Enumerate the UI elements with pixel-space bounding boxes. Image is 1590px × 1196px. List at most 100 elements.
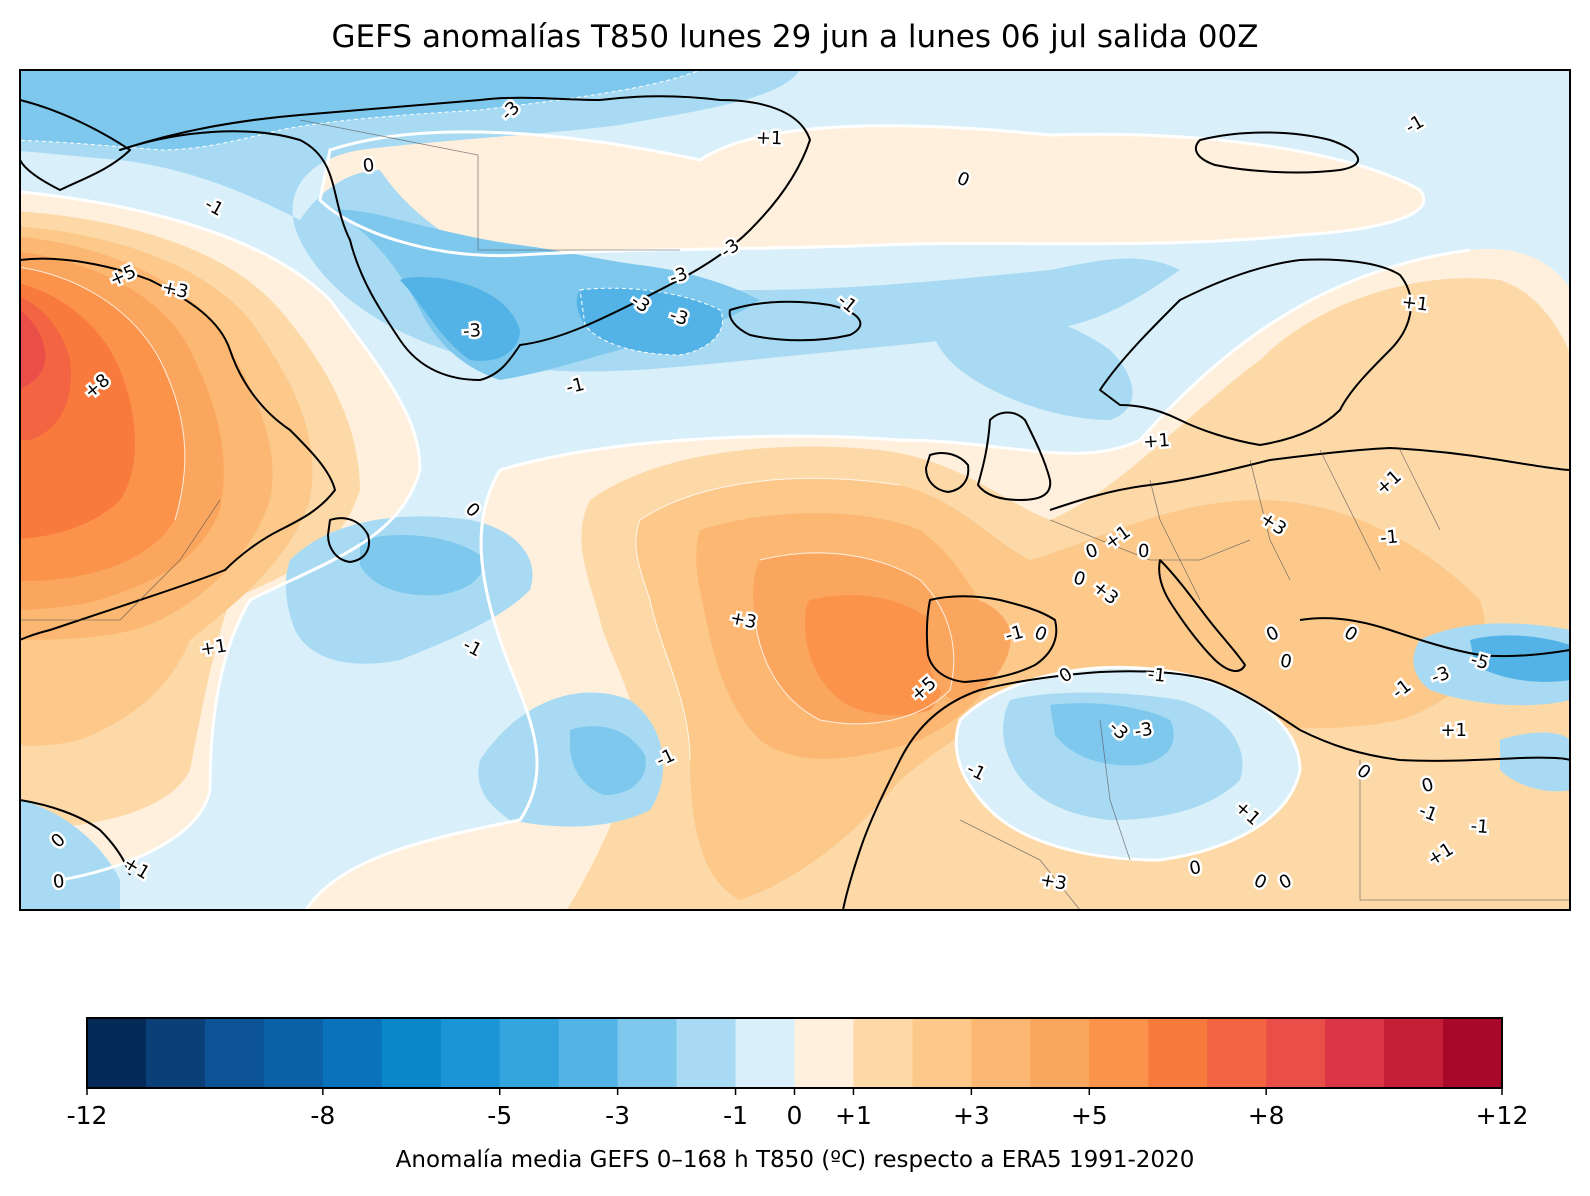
chart-title: GEFS anomalías T850 lunes 29 jun a lunes…	[332, 19, 1259, 55]
colorbar-bin	[440, 1018, 501, 1088]
cool-region-iceland-sea	[576, 288, 723, 355]
thin-contour-1	[635, 477, 901, 761]
cool-region-saharan-inner	[1050, 703, 1174, 766]
colorbar-tick-label: +5	[1071, 1101, 1108, 1130]
coast-iberia	[925, 595, 1058, 683]
contour-label: 0	[362, 155, 376, 177]
contour-label: -1	[1379, 526, 1399, 548]
border-europe-3	[1249, 459, 1291, 581]
contour-label: 0	[1138, 541, 1150, 562]
border-europe-2	[1149, 479, 1201, 601]
contour-label: -3	[463, 320, 482, 342]
border-greenland-west	[477, 155, 680, 251]
coast-italy	[1158, 559, 1246, 672]
colorbar-tick-label: +12	[1476, 1101, 1529, 1130]
colorbar-bin	[1030, 1018, 1090, 1088]
colorbar-tick-label: -3	[605, 1101, 630, 1130]
colorbar-bin	[263, 1018, 324, 1088]
contour-label: -3	[1133, 719, 1154, 743]
warm-region-5to6-east	[805, 595, 945, 716]
colorbar-bin	[145, 1018, 206, 1088]
colorbar-tick-label: -5	[487, 1101, 512, 1130]
zero-contour-sahara	[954, 666, 1302, 862]
contour-label: -1	[1147, 664, 1167, 687]
zero-contour-south	[304, 469, 539, 910]
colorbar-bin	[676, 1018, 737, 1088]
cool-region-southatlantic-core	[570, 726, 646, 795]
contour-label: +3	[728, 607, 758, 633]
coast-britain	[977, 411, 1052, 501]
border-europe-4	[1319, 449, 1381, 571]
dashed-contour-arctic	[20, 70, 701, 151]
contour-label: 0	[52, 871, 66, 893]
border-africa-1	[959, 819, 1081, 910]
border-northamerica	[20, 499, 221, 621]
colorbar-bin	[1384, 1018, 1444, 1088]
border-europe-5	[1399, 449, 1441, 531]
map-frame	[19, 69, 1571, 911]
colorbar-bin	[794, 1018, 854, 1088]
contour-label: +1	[199, 635, 229, 660]
zero-contour-north	[318, 124, 1426, 258]
border-africa-2	[1099, 719, 1131, 861]
colorbar-tick-label: +3	[953, 1101, 990, 1130]
colorbar-bin	[499, 1018, 560, 1088]
colorbar-caption: Anomalía media GEFS 0–168 h T850 (ºC) re…	[396, 1147, 1195, 1173]
cool-region-norwegian-sea	[931, 300, 1133, 420]
zero-contour-west	[20, 190, 422, 882]
dashed-contour-greenland	[579, 287, 724, 356]
coast-europe	[1049, 447, 1570, 511]
coast-greenland	[119, 95, 811, 381]
coast-north-africa	[899, 670, 1570, 762]
colorbar-tick-label: +8	[1248, 1101, 1285, 1130]
colorbar-tick-label: 0	[787, 1101, 803, 1130]
contour-label: +1	[1401, 292, 1430, 316]
contour-label: +1	[1440, 720, 1467, 741]
colorbar-ticks: -12 -8 -5 -3 -1 0 +1 +3 +5 +8 +12	[67, 1088, 1529, 1130]
coast-scandinavia	[1099, 258, 1412, 446]
zero-contour-central	[499, 248, 1471, 472]
map-panel: -30-1+5 +3+8-3-3-3-3-3+1-1-10-1+10+1 -1-1+…	[19, 69, 1571, 911]
colorbar-tick-label: +1	[835, 1101, 872, 1130]
colorbar-bin	[1207, 1018, 1267, 1088]
colorbar-bin	[617, 1018, 678, 1088]
colorbar-bin	[971, 1018, 1031, 1088]
colorbar-bin	[735, 1018, 795, 1088]
colorbar-tick-label: -1	[723, 1101, 748, 1130]
border-europe-1	[1049, 519, 1251, 561]
colorbar-bin	[912, 1018, 972, 1088]
coast-north-america	[20, 257, 336, 641]
coast-ireland	[925, 452, 970, 493]
coastlines	[20, 95, 1570, 910]
colorbar-bin	[204, 1018, 265, 1088]
colorbar-bin	[381, 1018, 442, 1088]
cool-region-eastmed-core	[1470, 635, 1570, 682]
coast-caribbean	[20, 799, 131, 876]
colorbar-tick-label: -12	[67, 1101, 108, 1130]
country-borders	[20, 119, 1570, 910]
border-greenland-east	[299, 119, 479, 156]
warm-region-iberia	[927, 596, 1011, 700]
contour-label: -1	[1470, 816, 1490, 838]
colorbar-bin	[558, 1018, 619, 1088]
coast-west-africa	[842, 759, 901, 910]
colorbar-bin	[1266, 1018, 1326, 1088]
contour-label: +1	[1143, 430, 1171, 453]
zero-contours	[20, 70, 1471, 910]
colorbar-bins	[87, 1018, 1503, 1088]
contour-label: +1	[756, 127, 783, 149]
colorbar: -12 -8 -5 -3 -1 0 +1 +3 +5 +8 +12 Anomalía media G…	[67, 1017, 1529, 1173]
coast-baffin	[20, 99, 131, 191]
thin-contour-2	[754, 552, 955, 725]
colorbar-bin	[1325, 1018, 1385, 1088]
colorbar-bin	[87, 1018, 147, 1088]
colorbar-bin	[1443, 1018, 1503, 1088]
warm-region-north-central	[320, 125, 1424, 256]
colorbar-bin	[322, 1018, 383, 1088]
cool-region-caribbean	[20, 800, 120, 910]
colorbar-tick-label: -8	[310, 1101, 335, 1130]
border-africa-3	[1359, 760, 1570, 901]
cool-region-redsea	[1500, 732, 1570, 792]
